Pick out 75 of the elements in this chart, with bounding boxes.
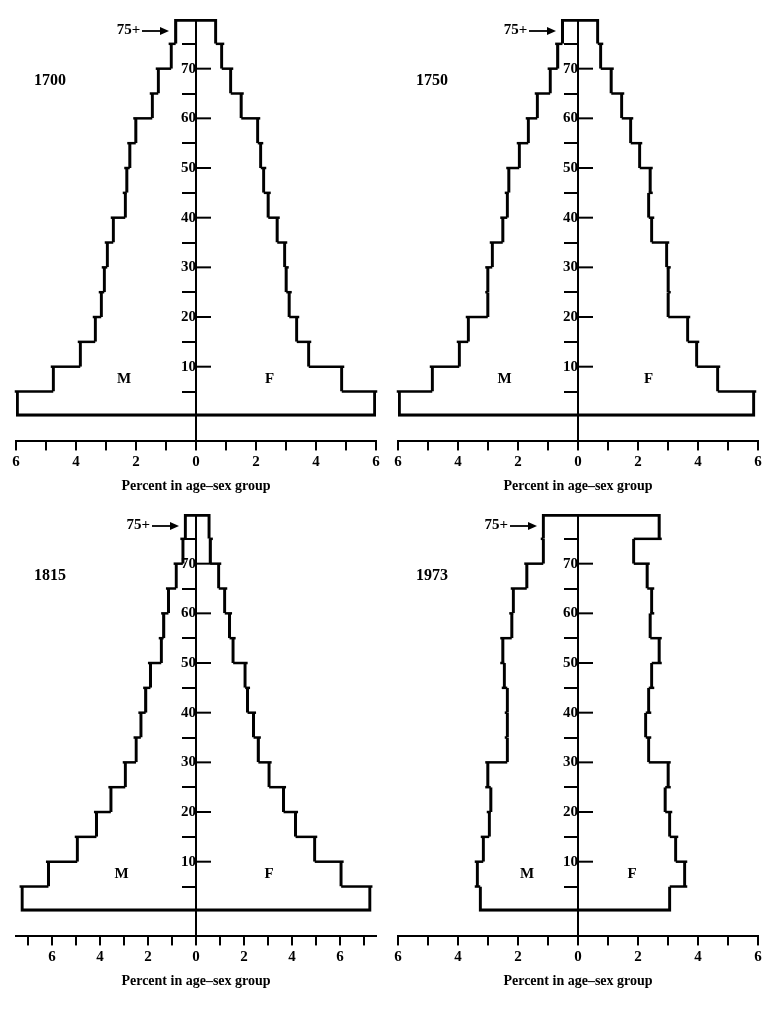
x-tick-label: 4 <box>694 453 703 470</box>
series-label: M <box>519 864 535 881</box>
series-label: F <box>264 864 274 881</box>
x-tick-label: 2 <box>514 948 522 965</box>
y-tick-label: 60 <box>563 604 578 621</box>
x-tick-label: 4 <box>454 948 463 965</box>
annotation: 75+ <box>116 21 141 39</box>
x-tick-label: 0 <box>192 453 200 470</box>
x-tick-label: 4 <box>312 453 321 470</box>
text: 1815 <box>34 566 66 584</box>
x-axis-title: Percent in age–sex group <box>503 478 653 494</box>
x-tick-label: 2 <box>144 948 152 965</box>
x-tick-label: 4 <box>288 948 297 965</box>
y-tick-label: 50 <box>563 158 578 175</box>
series-label: M <box>114 864 129 881</box>
x-tick-label: 2 <box>634 453 642 470</box>
y-tick-label: 70 <box>563 554 578 571</box>
x-tick-label: 2 <box>240 948 248 965</box>
series-label: F <box>627 864 637 881</box>
x-tick-label: 6 <box>336 948 345 965</box>
y-tick-label: 30 <box>563 258 578 275</box>
series-label: M <box>497 369 512 386</box>
x-tick-label: 0 <box>192 948 200 965</box>
x-tick-label: 4 <box>96 948 105 965</box>
y-tick-label: 10 <box>563 852 578 869</box>
y-tick-label: 20 <box>181 307 196 324</box>
annotation: 75+ <box>126 516 150 534</box>
y-tick-label: 70 <box>181 59 196 76</box>
x-tick-label: 4 <box>454 453 463 470</box>
y-tick-label: 40 <box>563 703 578 720</box>
y-tick-label: 50 <box>181 158 196 175</box>
y-tick-label: 70 <box>563 59 578 76</box>
text: 1973 <box>416 566 448 584</box>
x-tick-label: 0 <box>574 453 582 470</box>
y-tick-label: 40 <box>181 703 196 720</box>
x-tick-label: 6 <box>12 453 21 470</box>
series-label: M <box>116 369 132 386</box>
x-axis-title: Percent in age–sex group <box>503 973 653 989</box>
x-axis-title: Percent in age–sex group <box>121 478 271 494</box>
annotation: 75+ <box>484 516 508 534</box>
x-tick-label: 6 <box>394 453 403 470</box>
x-tick-label: 4 <box>694 948 703 965</box>
x-tick-label: 4 <box>72 453 81 470</box>
y-tick-label: 60 <box>563 109 578 126</box>
y-tick-label: 50 <box>181 653 196 670</box>
y-tick-label: 40 <box>181 208 196 225</box>
y-tick-label: 20 <box>563 802 578 819</box>
x-tick-label: 0 <box>574 948 582 965</box>
series-label: F <box>264 369 275 386</box>
series-label: F <box>643 369 654 386</box>
y-tick-label: 30 <box>181 258 196 275</box>
x-tick-label: 6 <box>754 948 763 965</box>
y-tick-label: 10 <box>181 357 196 374</box>
text: 1700 <box>34 71 66 89</box>
x-tick-label: 2 <box>514 453 522 470</box>
y-tick-label: 40 <box>563 208 578 225</box>
y-tick-label: 30 <box>563 753 578 770</box>
x-tick-label: 6 <box>754 453 763 470</box>
x-tick-label: 2 <box>252 453 260 470</box>
annotation: 75+ <box>503 21 528 39</box>
x-tick-label: 6 <box>372 453 381 470</box>
y-tick-label: 50 <box>563 653 578 670</box>
y-tick-label: 10 <box>181 852 196 869</box>
text: 1750 <box>416 71 448 89</box>
y-tick-label: 60 <box>181 604 196 621</box>
y-tick-label: 30 <box>181 753 196 770</box>
x-tick-label: 2 <box>634 948 642 965</box>
x-tick-label: 6 <box>394 948 403 965</box>
y-tick-label: 20 <box>563 307 578 324</box>
x-tick-label: 6 <box>48 948 57 965</box>
y-tick-label: 10 <box>563 357 578 374</box>
x-tick-label: 2 <box>132 453 140 470</box>
x-axis-title: Percent in age–sex group <box>121 973 271 989</box>
y-tick-label: 20 <box>181 802 196 819</box>
y-tick-label: 60 <box>181 109 196 126</box>
